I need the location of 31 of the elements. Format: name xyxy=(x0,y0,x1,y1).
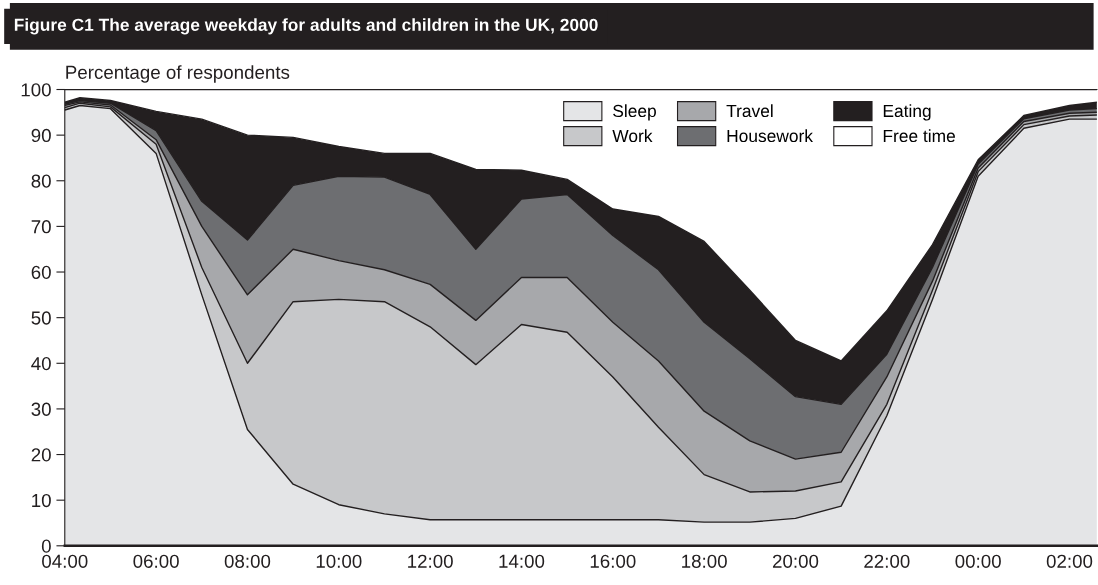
x-tick-label: 08:00 xyxy=(224,554,271,568)
y-tick-label: 100 xyxy=(21,83,51,97)
y-tick-label: 50 xyxy=(31,311,51,325)
x-tick-label: 16:00 xyxy=(590,554,636,568)
y-tick-label: 70 xyxy=(31,220,51,234)
chart-title: Figure C1 The average weekday for adults and children in the UK, 2000 xyxy=(14,18,598,35)
legend-label: Eating xyxy=(883,104,931,121)
y-tick-label: 0 xyxy=(41,539,51,553)
x-tick-label: 12:00 xyxy=(408,554,453,568)
y-tick-label: 30 xyxy=(31,402,51,416)
x-tick-label: 14:00 xyxy=(499,554,545,568)
y-tick-label: 10 xyxy=(32,493,51,508)
y-tick-label: 40 xyxy=(31,356,51,371)
x-tick-label: 00:00 xyxy=(955,554,1001,568)
x-tick-label: 06:00 xyxy=(133,554,179,568)
x-tick-label: 18:00 xyxy=(682,554,727,568)
y-tick-label: 90 xyxy=(31,128,51,143)
y-tick-label: 80 xyxy=(31,174,51,188)
x-tick-label: 22:00 xyxy=(864,554,910,568)
x-tick-label: 20:00 xyxy=(772,554,819,568)
x-tick-label: 04:00 xyxy=(42,554,88,568)
x-tick-label: 10:00 xyxy=(316,554,362,568)
legend-label: Work xyxy=(612,129,653,143)
y-tick-label: 20 xyxy=(31,448,51,462)
y-axis-title: Percentage of respondents xyxy=(66,65,290,83)
y-tick-label: 60 xyxy=(31,265,51,279)
legend-label: Housework xyxy=(727,129,814,143)
legend-label: Travel xyxy=(726,104,773,118)
x-tick-label: 02:00 xyxy=(1046,554,1093,568)
legend-label: Sleep xyxy=(613,104,656,121)
legend-label: Free time xyxy=(883,129,955,143)
